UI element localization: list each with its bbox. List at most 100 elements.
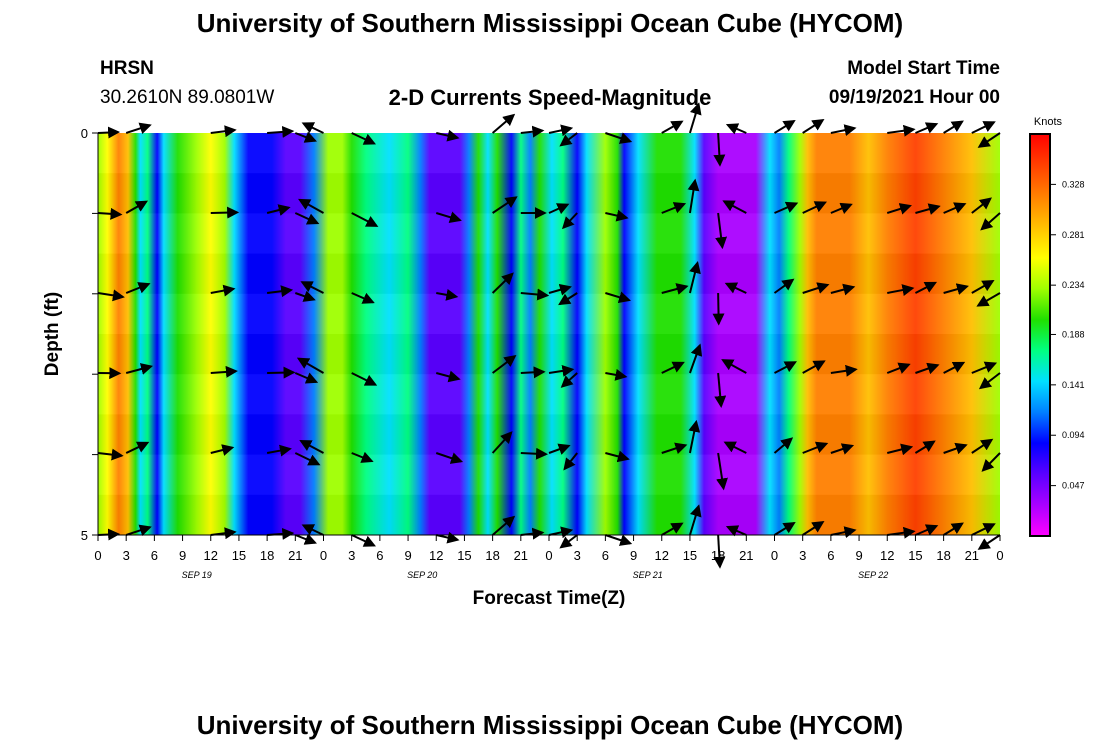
current-vector [435,370,461,383]
current-vector [294,452,321,466]
current-vector [723,441,747,454]
current-vector [943,442,968,455]
depth-band [98,173,1000,213]
current-vector [980,212,1001,231]
current-vector [210,125,237,138]
station-name: HRSN [100,58,154,79]
colorbar [1029,133,1051,537]
current-vector [722,200,747,214]
current-vector [773,437,794,454]
current-vector [605,534,633,546]
current-vector [210,284,236,297]
y-tick-label: 0 [81,126,88,141]
current-vector [773,278,795,294]
x-tick-label: 9 [630,548,637,563]
current-vector [971,523,996,536]
current-vector [802,441,829,454]
current-vector [688,343,703,374]
current-vector [725,123,747,135]
current-vector [492,196,518,214]
current-vector [887,284,915,296]
current-vector [125,363,154,375]
current-vector [296,357,325,374]
depth-band [98,495,1000,535]
current-vector [915,122,939,134]
plot-title: 2-D Currents Speed-Magnitude [388,85,712,110]
page-title: University of Southern Mississippi Ocean… [196,8,904,38]
current-vector [661,361,685,374]
current-vector [976,292,1001,307]
current-vector [125,122,152,135]
current-vector [520,447,549,460]
x-tick-label: 6 [602,548,609,563]
current-vector [210,365,238,378]
current-vector [351,212,379,227]
current-vector [605,368,628,381]
current-vector [886,203,912,215]
current-vector [661,283,689,295]
current-vector [886,362,911,374]
current-vector [491,431,513,454]
depth-band [98,414,1000,454]
current-vector [97,126,121,139]
depth-bands [98,133,1000,535]
colorbar-unit: Knots [1034,116,1063,128]
current-vector [661,442,688,455]
x-tick-label: 12 [655,548,669,563]
current-vector [294,290,316,302]
current-vector [435,452,464,464]
current-vector [688,419,701,454]
colorbar-tick-label: 0.047 [1062,481,1085,491]
x-tick-label: 9 [404,548,411,563]
current-vector [210,444,235,456]
colorbar-tick-label: 0.234 [1062,280,1085,290]
current-vector [351,534,376,547]
x-tick-label: 21 [514,548,528,563]
current-vector [716,452,728,491]
current-vector [714,372,727,408]
current-vector [712,292,725,326]
x-tick-label: 0 [94,548,101,563]
depth-band [98,374,1000,415]
y-tick-label: 5 [81,528,88,543]
model-start-value: 09/19/2021 Hour 00 [828,87,1000,108]
current-vector [971,361,998,374]
current-vector [943,361,966,374]
current-vector [802,282,830,294]
current-vector [560,372,578,388]
current-vector [436,288,459,301]
current-vector [725,525,747,537]
x-ticks: 0 3 6 9 12 15 18 21 0 3 6 9 12 15 18 21 0 3 6 9 12 15 18 21 0 3 6 9… [94,535,1004,563]
current-vector [559,132,578,147]
colorbar-ticks: 0.328 0.281 0.234 0.188 0.141 0.094 0.047 [1050,179,1085,491]
depth-band [98,454,1000,495]
date-label: SEP 19 [182,570,212,580]
x-tick-label: 18 [485,548,499,563]
current-vector [724,282,747,294]
current-vector [977,534,1001,550]
y-axis-label: Depth (ft) [42,292,63,376]
x-tick-label: 0 [771,548,778,563]
x-tick-label: 3 [348,548,355,563]
current-vector [298,198,324,214]
current-vector [301,524,324,536]
current-vector [301,122,324,134]
colorbar-tick-label: 0.328 [1062,179,1085,189]
current-vector [773,521,796,536]
date-label: SEP 20 [407,570,437,580]
x-tick-label: 3 [799,548,806,563]
x-tick-label: 12 [880,548,894,563]
x-tick-label: 3 [574,548,581,563]
date-label: SEP 21 [633,570,663,580]
current-vector [830,364,858,377]
colorbar-tick-label: 0.188 [1062,329,1085,339]
current-vector [661,120,684,134]
current-vector [558,292,578,306]
current-vector [802,360,826,374]
current-vector [97,448,124,461]
current-vector [971,280,995,294]
current-vector [267,125,295,138]
x-tick-label: 6 [151,548,158,563]
current-vector [605,291,631,304]
current-vector [294,212,320,225]
